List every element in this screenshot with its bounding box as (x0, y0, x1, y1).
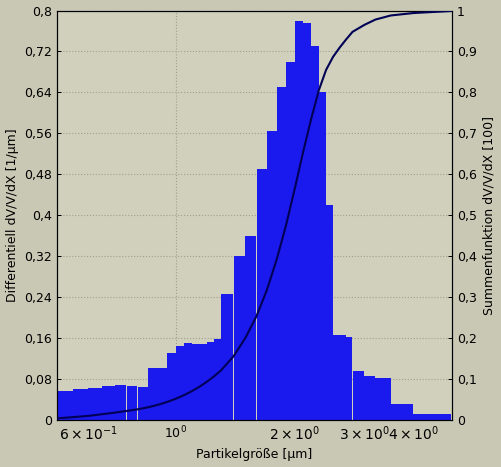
X-axis label: Partikelgröße [µm]: Partikelgröße [µm] (196, 448, 313, 461)
Bar (138, 387, 148, 419)
Y-axis label: Differentiell dV/V/dX [1/µm]: Differentiell dV/V/dX [1/µm] (6, 128, 19, 302)
Bar (214, 339, 221, 419)
Bar (353, 371, 364, 419)
Y-axis label: Summenfunktion dV/V/dX [100]: Summenfunktion dV/V/dX [100] (482, 115, 495, 315)
Bar (184, 343, 192, 419)
Bar (245, 235, 257, 419)
Bar (127, 386, 137, 419)
Bar (277, 87, 286, 419)
Bar (167, 353, 176, 419)
Bar (311, 46, 319, 419)
Bar (286, 62, 295, 419)
Bar (207, 342, 214, 419)
Bar (88, 388, 102, 419)
Bar (176, 347, 184, 419)
Bar (192, 344, 200, 419)
Bar (326, 205, 333, 419)
Bar (221, 294, 233, 419)
Bar (148, 368, 158, 419)
Bar (391, 404, 413, 419)
Bar (333, 335, 340, 419)
Bar (102, 386, 115, 419)
Bar (319, 92, 326, 419)
Bar (346, 337, 353, 419)
Bar (413, 414, 451, 419)
Bar (158, 368, 167, 419)
Bar (57, 391, 73, 419)
Bar (364, 376, 375, 419)
Bar (233, 256, 245, 419)
Bar (303, 23, 311, 419)
Bar (375, 378, 391, 419)
Bar (257, 169, 267, 419)
Bar (340, 335, 346, 419)
Bar (200, 344, 207, 419)
Bar (267, 131, 277, 419)
Bar (115, 385, 126, 419)
Bar (295, 21, 303, 419)
Bar (73, 389, 88, 419)
